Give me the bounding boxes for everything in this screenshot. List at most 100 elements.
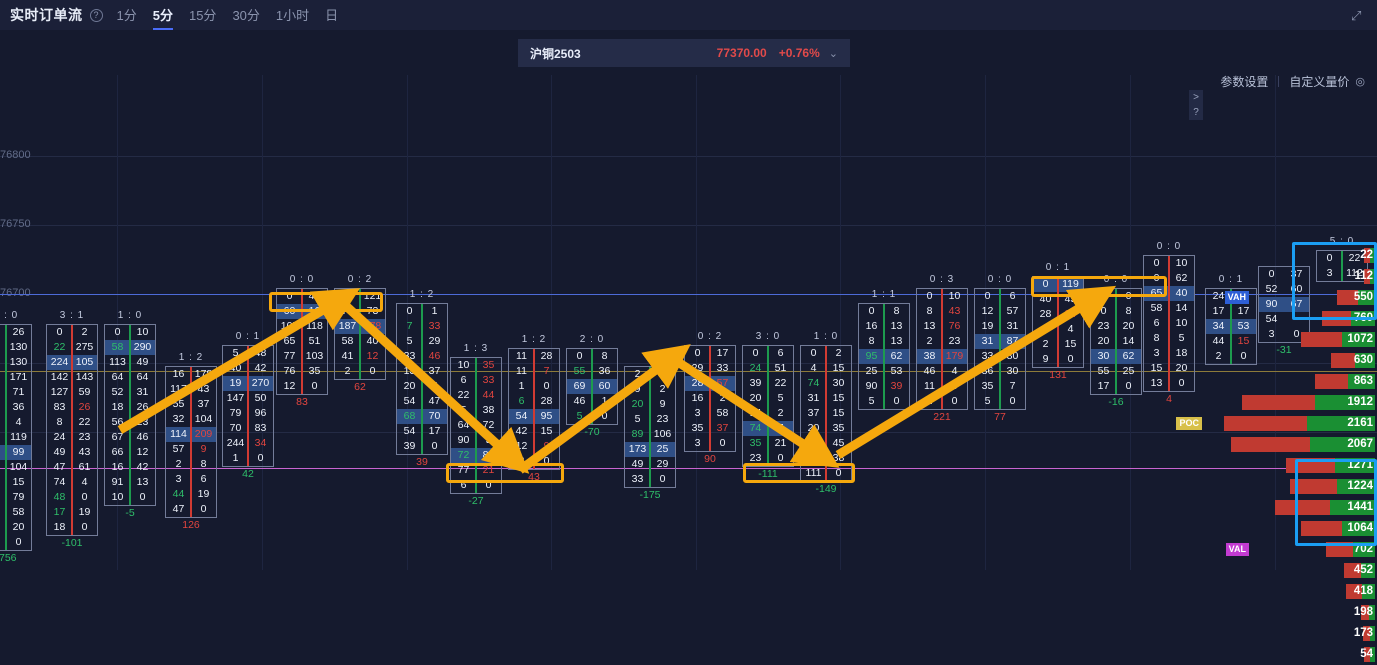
candle-body: [421, 304, 423, 454]
footprint-column[interactable]: 2 : 002621307130381710571063654311958993…: [0, 310, 32, 564]
ask-volume: 83: [254, 422, 267, 434]
ask-volume: 178: [194, 368, 213, 380]
instrument-price: 77370.00: [716, 46, 767, 60]
bid-volume: 3: [1153, 347, 1160, 359]
instrument-pill[interactable]: 沪铜2503 77370.00 +0.76% ⌄: [518, 39, 850, 67]
ask-volume: 38: [482, 404, 495, 416]
bid-volume: 16: [111, 461, 124, 473]
footprint-column[interactable]: 0 : 0 0 10 0 62 65 40 58 14 6 10 8 5 3 18 15 20 13 0 4: [1143, 241, 1195, 405]
bid-volume: 17: [53, 506, 66, 518]
custom-volume-price-button[interactable]: 自定义量价: [1289, 75, 1350, 89]
footprint-column[interactable]: 0 : 1 0 119 40 45 28 34 7 4 2 15 9 0 131: [1032, 262, 1084, 381]
footprint-column[interactable]: 0 : 1 5 48 40 42 19 270 147 50 79 96 70 83 244 34 1 0 42: [222, 331, 274, 480]
timeframe-tab-3[interactable]: 30分: [232, 8, 260, 23]
ask-volume: 37: [1290, 268, 1303, 280]
bid-volume: 69: [573, 380, 586, 392]
bid-volume: 1: [232, 452, 239, 464]
ask-volume: 15: [832, 407, 845, 419]
timeframe-tab-1[interactable]: 5分: [153, 8, 173, 26]
column-delta: -101: [61, 537, 83, 549]
bid-volume: 47: [53, 461, 66, 473]
bid-volume: 34: [1212, 320, 1225, 332]
ask-volume: 20: [1175, 362, 1188, 374]
ask-volume: 60: [598, 380, 611, 392]
footprint-column[interactable]: 2 : 0 0 8 55 36 69 60 46 1 5 0 -70: [566, 334, 618, 438]
column-delta: -756: [0, 552, 17, 564]
candle-body: [591, 349, 593, 424]
bid-volume: 2: [344, 365, 351, 377]
bid-volume: 12: [981, 305, 994, 317]
bid-volume: 28: [1039, 308, 1052, 320]
footprint-row: 38171: [0, 370, 31, 385]
footprint-column[interactable]: 1 : 1 0 8 16 13 8 13 95 62 25 53 90 39 5 0: [858, 289, 910, 410]
bid-volume: 0: [1268, 268, 1275, 280]
column-delta: -27: [468, 495, 484, 507]
bid-volume: 2: [518, 455, 525, 467]
bid-volume: 35: [691, 422, 704, 434]
vertical-gridline: [117, 75, 118, 570]
footprint-column[interactable]: 0 : 0 0 0 0 8 23 20 20 14 30 62 55 25 17 0 -16: [1090, 274, 1142, 408]
ask-volume: 209: [194, 428, 213, 440]
timeframe-tab-0[interactable]: 1分: [116, 8, 137, 23]
footprint-box: 0 2 22 275 224 105 142 143 127 59 83 26 8 22 24 23 49 43 4…: [46, 324, 98, 536]
footprint-column[interactable]: 1 : 3 10 35 6 33 22 44 5 38 64 72 90 5 72 80 77 21 6 0 -27: [450, 343, 502, 507]
ask-volume: 130: [9, 341, 28, 353]
sell-volume-bar: [1242, 395, 1315, 410]
gear-icon[interactable]: ◎: [1355, 76, 1365, 88]
footprint-column[interactable]: 0 : 0 0 42 60 16 105 118 65 51 77 103 76 35 12 0 83: [276, 274, 328, 408]
bid-volume: 0: [1153, 272, 1160, 284]
candle-body: [475, 358, 477, 493]
volume-profile: 22 112 550 760 1072 630 863 1912 2161 2067 1271 122…: [1176, 75, 1377, 662]
footprint-column[interactable]: 1 : 2 11 28 11 7 1 0 6 28 54 95 42 15 12 9 2 0 43: [508, 334, 560, 483]
bid-volume: 42: [807, 452, 820, 464]
footprint-column[interactable]: 0 37 52 60 90 67 54 3 0 -31: [1258, 266, 1310, 356]
footprint-row: 52 60: [1259, 282, 1309, 297]
ask-volume: 0: [15, 536, 22, 548]
bid-volume: 7: [406, 320, 413, 332]
ask-volume: 42: [136, 461, 149, 473]
ask-volume: 23: [78, 431, 91, 443]
timeframe-tab-2[interactable]: 15分: [188, 8, 217, 23]
ask-volume: 9: [659, 398, 666, 410]
footprint-box: 0 10 8 43 13 76 2 23 38 179 46 4 11 6 2 0: [916, 288, 968, 410]
bid-volume: 22: [53, 341, 66, 353]
bid-volume: 55: [172, 398, 185, 410]
footprint-column[interactable]: 3 : 0 0 6 24 51 39 22 20 5 14 2 74 7 35 21 23 0 -111: [742, 331, 794, 480]
scroll-hint[interactable]: > ?: [1189, 90, 1203, 120]
bid-volume: 6: [460, 479, 467, 491]
footprint-column[interactable]: 0 : 0 0 6 12 57 19 31 31 87 33 80 86 30 35 7 5 0 77: [974, 274, 1026, 423]
footprint-column[interactable]: 2 9 2 20 9 5 23 89 106 173 25 49 29 33 0 -175: [624, 366, 676, 501]
footprint-column[interactable]: 3 : 1 0 2 22 275 224 105 142 143 127 59 83 26 8 22 24 23…: [46, 310, 98, 549]
instrument-name: 沪铜2503: [530, 46, 581, 61]
footprint-row: 54: [1259, 312, 1309, 327]
ask-volume: 51: [308, 335, 321, 347]
imbalance-ratio: 0 : 1: [1045, 262, 1071, 273]
footprint-column[interactable]: 1 : 0 0 2 4 15 74 30 31 15 37 15 20 35 25 45 42 38 111 0 -1…: [800, 331, 852, 495]
ask-volume: 62: [890, 350, 903, 362]
bid-volume: 12: [283, 380, 296, 392]
expand-icon[interactable]: ⤢: [1351, 8, 1362, 23]
footprint-column[interactable]: 1 : 2 16 178 117 43 55 37 32 104 114 209 57 9 2 8 3 6 44 1…: [165, 352, 217, 531]
ask-volume: 62: [1175, 272, 1188, 284]
bid-volume: 8: [868, 335, 875, 347]
chevron-down-icon[interactable]: ⌄: [828, 47, 838, 60]
y-axis-label: 76750: [0, 218, 31, 230]
footprint-column[interactable]: 0 : 2 0 17 29 33 28 57 16 2 3 58 35 37 3 0 90: [684, 331, 736, 465]
footprint-column[interactable]: 5 : 0 0 22 3 112: [1316, 236, 1368, 282]
question-icon[interactable]: ?: [89, 8, 103, 22]
ask-volume: 64: [136, 371, 149, 383]
footprint-column[interactable]: 1 : 2 0 1 7 33 5 29 33 46 13 37 20 5 54 47 68 70 54 17 39 0 3…: [396, 289, 448, 468]
footprint-column[interactable]: 0 : 2 0 121 74 73 187 178 58 40 41 12 2 0 62: [334, 274, 386, 393]
sell-volume-bar: [1290, 479, 1337, 494]
bid-volume: 64: [457, 419, 470, 431]
settings-button[interactable]: 参数设置: [1220, 75, 1269, 89]
ask-volume: 80: [1006, 350, 1019, 362]
timeframe-tab-4[interactable]: 1小时: [275, 8, 310, 23]
footprint-column[interactable]: 0 : 3 0 10 8 43 13 76 2 23 38 179 46 4 11 6 2 0 221: [916, 274, 968, 423]
timeframe-tab-5[interactable]: 日: [325, 8, 339, 23]
footprint-column[interactable]: 1 : 0 0 10 58 290 113 49 64 64 52 31 18 26 56 23 67 46 66…: [104, 310, 156, 519]
bid-volume: 54: [515, 410, 528, 422]
ask-volume: 26: [78, 401, 91, 413]
